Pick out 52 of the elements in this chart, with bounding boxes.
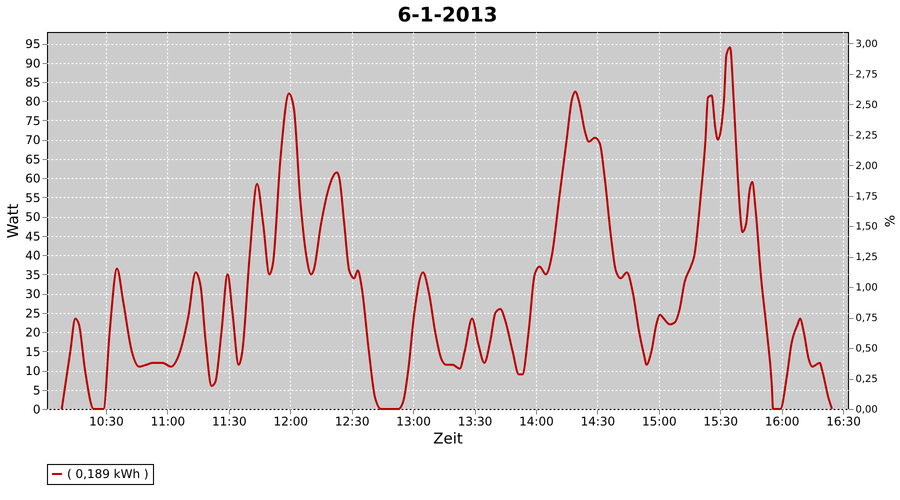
y-axis-title: Watt	[4, 203, 22, 238]
x-tick-label: 11:30	[212, 414, 247, 428]
y-tick-label: 70	[25, 133, 40, 148]
y-tick-label: 25	[25, 306, 40, 320]
x-tick-label: 15:30	[703, 414, 738, 428]
y-tick-label: 80	[25, 94, 40, 109]
y-tick-label: 35	[25, 268, 40, 282]
y2-axis-title: %	[880, 214, 896, 228]
y2-tick-label: 0,50	[856, 344, 878, 355]
y-tick-label: 30	[25, 287, 40, 302]
y-tick-label: 65	[25, 152, 40, 166]
y-tick-label: 20	[25, 326, 40, 340]
line-series	[60, 46, 834, 410]
x-tick-label: 10:30	[89, 414, 124, 428]
x-tick-label: 13:30	[458, 414, 492, 428]
x-tick-label: 12:30	[334, 414, 370, 428]
x-axis-title: Zeit	[433, 430, 463, 448]
y2-tick-label: 1,75	[856, 191, 878, 202]
x-tick-label: 14:00	[519, 414, 554, 428]
y2-tick-label: 2,75	[856, 69, 878, 80]
y2-tick-label: 1,50	[856, 222, 878, 233]
x-tick-label: 16:30	[826, 414, 861, 428]
x-tick-label: 14:30	[580, 414, 616, 428]
y2-tick-label: 0,75	[856, 313, 878, 324]
y-tick-label: 5	[32, 383, 40, 398]
y-tick-label: 10	[25, 364, 40, 378]
y-tick-label: 95	[25, 37, 40, 52]
y-tick-label: 55	[25, 190, 40, 205]
x-tick-label: 13:00	[396, 414, 431, 428]
x-tick-label: 12:00	[273, 414, 308, 428]
y-tick-label: 75	[25, 114, 40, 128]
y-tick-label: 90	[25, 56, 40, 70]
x-tick-label: 16:00	[764, 414, 800, 428]
y-tick-label: 15	[25, 344, 40, 359]
y2-tick-label: 0,25	[856, 374, 878, 386]
y2-tick-label: 3,00	[856, 38, 878, 50]
y2-tick-label: 0,00	[856, 404, 878, 416]
y-tick-label: 85	[25, 76, 40, 90]
chart-title: 6-1-2013	[397, 2, 498, 26]
x-tick-label: 11:00	[150, 414, 186, 428]
y-tick-label: 50	[25, 210, 40, 224]
legend-label: ( 0,189 kWh )	[67, 467, 149, 481]
y2-tick-label: 2,25	[856, 130, 878, 142]
y2-tick-label: 1,25	[856, 252, 878, 264]
y2-tick-label: 2,00	[856, 160, 878, 172]
y2-tick-label: 1,00	[856, 282, 878, 294]
y-tick-label: 0	[32, 402, 40, 416]
x-tick-label: 15:00	[642, 414, 677, 428]
y2-tick-label: 2,50	[856, 100, 878, 111]
y-tick-label: 60	[25, 172, 40, 186]
y-tick-label: 45	[25, 229, 40, 244]
y-tick-label: 40	[25, 248, 40, 263]
